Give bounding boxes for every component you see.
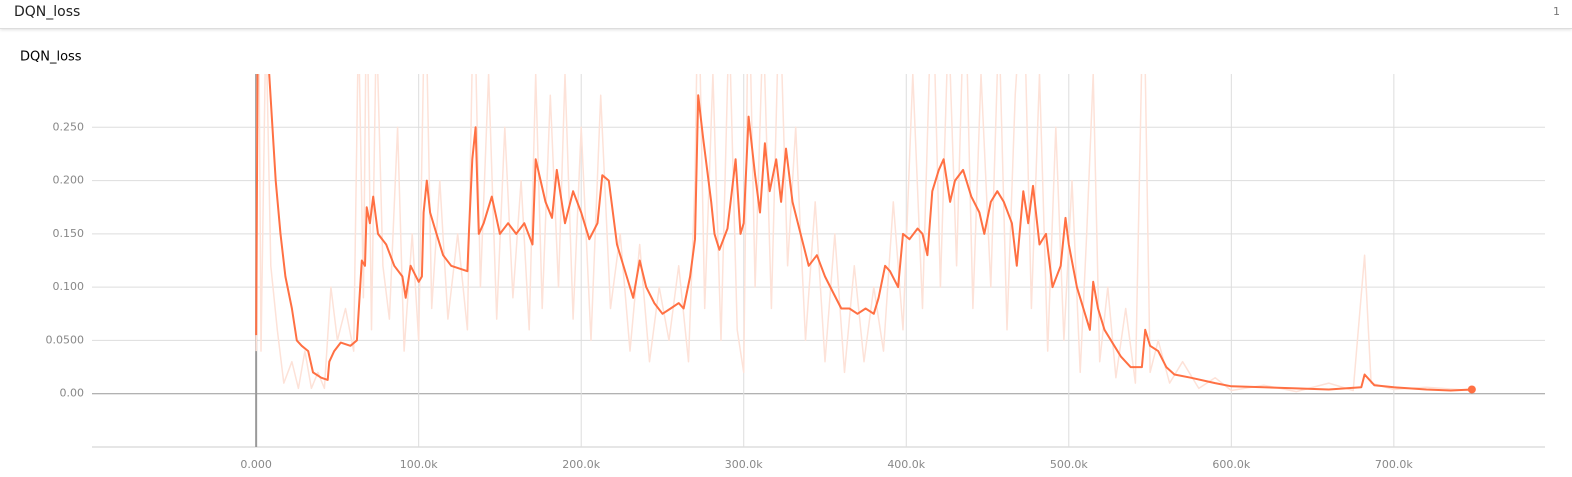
x-tick-label: 200.0k xyxy=(562,458,600,471)
x-tick-label: 300.0k xyxy=(725,458,763,471)
y-tick-label: 0.100 xyxy=(53,280,85,293)
x-tick-label: 700.0k xyxy=(1375,458,1413,471)
x-tick-label: 600.0k xyxy=(1212,458,1250,471)
card-title: DQN_loss xyxy=(14,4,81,20)
card-header[interactable]: DQN_loss 1 xyxy=(0,0,1572,29)
plot-area xyxy=(255,74,1476,394)
y-tick-label: 0.00 xyxy=(60,387,85,400)
y-tick-label: 0.0500 xyxy=(46,333,85,346)
y-tick-label: 0.150 xyxy=(53,227,85,240)
series-line xyxy=(255,74,1472,392)
card-count: 1 xyxy=(1553,5,1560,18)
x-tick-label: 100.0k xyxy=(400,458,438,471)
last-point xyxy=(1467,385,1476,394)
y-tick-label: 0.250 xyxy=(53,120,85,133)
series-line xyxy=(255,74,1472,393)
x-tick-label: 500.0k xyxy=(1050,458,1088,471)
chart-title: DQN_loss xyxy=(20,50,82,65)
y-tick-label: 0.200 xyxy=(53,174,85,187)
chart: DQN_loss 0.00 0.0500 0.100 0.150 0.200 0.250 0… xyxy=(20,50,1545,471)
x-tick-label: 0.000 xyxy=(240,458,272,471)
x-tick-label: 400.0k xyxy=(887,458,925,471)
